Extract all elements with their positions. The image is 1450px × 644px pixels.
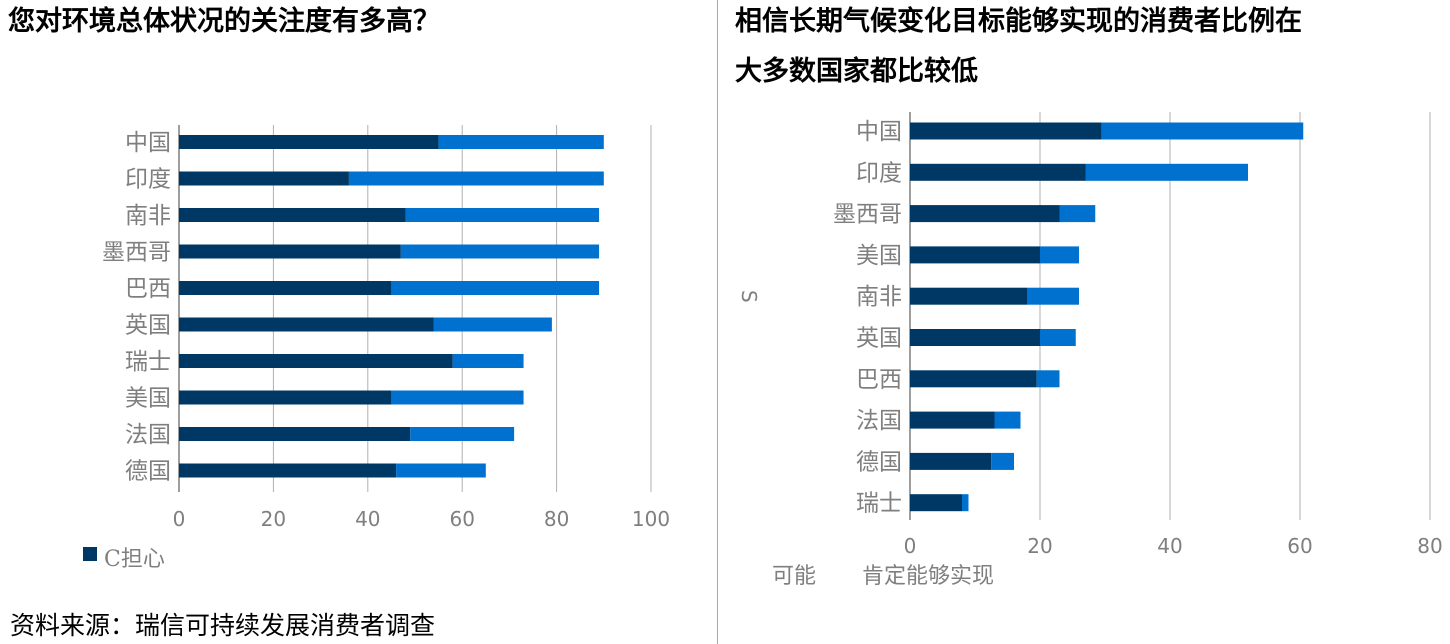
- left-category-label: 墨西哥: [102, 240, 171, 266]
- left-bar-series1: [179, 463, 397, 478]
- right-category-label: 中国: [856, 119, 902, 145]
- right-tick-label: 80: [1417, 534, 1442, 558]
- right-bar-series2: [1027, 287, 1079, 305]
- left-bar-series1: [179, 208, 406, 222]
- left-category-label: 英国: [125, 313, 171, 339]
- right-bar-series2: [1036, 370, 1060, 388]
- left-category-label: 印度: [125, 167, 171, 193]
- left-tick-label: 20: [261, 507, 286, 531]
- left-bar-series2: [452, 354, 524, 368]
- right-bar-series2: [1040, 246, 1079, 264]
- left-bar-series1: [179, 135, 439, 149]
- right-bar-series1: [910, 370, 1037, 388]
- right-bar-series1: [910, 452, 992, 470]
- right-category-label: 德国: [856, 449, 902, 475]
- right-category-label: 法国: [856, 408, 902, 434]
- right-bar-series2: [962, 494, 969, 512]
- right-bar-series1: [910, 163, 1086, 181]
- right-bar-series2: [1101, 122, 1304, 140]
- right-bar-series2: [994, 411, 1021, 429]
- left-legend-label: C担心: [104, 547, 165, 572]
- left-tick-label: 40: [355, 507, 380, 531]
- right-tick-label: 40: [1157, 534, 1182, 558]
- left-legend-swatch: [83, 547, 97, 561]
- right-category-label: 南非: [856, 284, 902, 310]
- left-bar-series2: [400, 244, 600, 259]
- right-category-label: 美国: [856, 243, 902, 269]
- left-bar-series2: [391, 281, 600, 295]
- right-bar-series2: [1040, 329, 1076, 346]
- left-category-label: 美国: [125, 386, 171, 412]
- right-category-label: 巴西: [856, 367, 902, 393]
- left-bar-series2: [410, 427, 515, 441]
- left-tick-label: 100: [632, 507, 670, 531]
- right-bar-series2: [1085, 163, 1248, 181]
- right-tick-label: 0: [904, 534, 917, 558]
- right-bar-series1: [910, 411, 995, 429]
- right-title-line-2: 大多数国家都比较低: [735, 56, 978, 87]
- left-bar-series1: [179, 171, 349, 186]
- right-bar-series1: [910, 494, 962, 512]
- left-bar-series1: [179, 244, 401, 259]
- right-category-label: 瑞士: [856, 491, 902, 517]
- right-tick-label: 60: [1287, 534, 1312, 558]
- right-tick-label: 20: [1027, 534, 1052, 558]
- source-note: 资料来源：瑞信可持续发展消费者调查: [10, 611, 436, 640]
- left-tick-label: 0: [173, 507, 186, 531]
- panel-divider: [717, 0, 718, 644]
- left-bar-series2: [396, 463, 486, 478]
- right-bar-series1: [910, 246, 1040, 264]
- left-category-label: 法国: [125, 422, 171, 448]
- left-category-label: 德国: [125, 459, 171, 485]
- right-bar-series1: [910, 122, 1102, 140]
- right-bar-series2: [1059, 205, 1096, 223]
- right-title-line-1: 相信长期气候变化目标能够实现的消费者比例在: [735, 6, 1302, 37]
- right-bar-series1: [910, 205, 1060, 223]
- left-category-label: 南非: [125, 203, 171, 229]
- right-chart-title: 相信长期气候变化目标能够实现的消费者比例在 大多数国家都比较低: [735, 0, 1435, 97]
- left-bar-series2: [433, 317, 552, 332]
- left-category-label: 瑞士: [125, 349, 171, 375]
- left-category-label: 巴西: [125, 276, 171, 302]
- left-bar-series2: [405, 208, 600, 222]
- left-bar-series1: [179, 427, 411, 441]
- left-tick-label: 80: [544, 507, 569, 531]
- left-bar-series1: [179, 317, 434, 332]
- left-tick-label: 60: [449, 507, 474, 531]
- left-chart-title: 您对环境总体状况的关注度有多高？: [8, 6, 440, 37]
- left-bar-series1: [179, 354, 453, 368]
- left-bar-series2: [348, 171, 604, 186]
- right-bar-series2: [991, 452, 1014, 470]
- right-bar-series1: [910, 287, 1027, 305]
- left-category-label: 中国: [125, 130, 171, 156]
- right-bar-series1: [910, 329, 1040, 346]
- right-category-label: 墨西哥: [833, 202, 902, 228]
- right-category-label: 印度: [856, 160, 902, 186]
- right-legend-label-2: 肯定能够实现: [862, 564, 994, 589]
- right-stray-mark: S: [737, 290, 761, 303]
- left-bar-series2: [438, 135, 604, 149]
- left-bar-series1: [179, 390, 392, 405]
- left-bar-series1: [179, 281, 392, 295]
- right-legend-label-1: 可能: [772, 564, 816, 589]
- left-bar-series2: [391, 390, 524, 405]
- right-category-label: 英国: [856, 326, 902, 352]
